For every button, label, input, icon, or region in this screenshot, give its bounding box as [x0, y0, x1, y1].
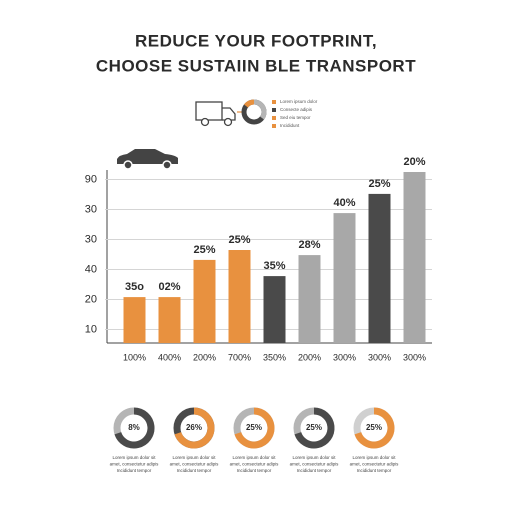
truck-icon: [195, 101, 236, 127]
donut-caption: Lorem ipsum dolor sit: [172, 455, 216, 460]
bar-annotation: 02%: [158, 281, 180, 293]
y-tick-label: 30: [85, 203, 97, 215]
bar-annotation: 28%: [298, 239, 320, 251]
bar: [228, 250, 251, 343]
donut-label: 26%: [186, 423, 202, 432]
bar-annotation: 25%: [228, 234, 250, 246]
donut-arc: [114, 407, 155, 449]
car-wheel: [123, 160, 133, 170]
bar: [263, 276, 286, 343]
bar-annotation: 25%: [193, 244, 215, 256]
bar-annotation: 20%: [403, 156, 425, 168]
legend-swatch: [272, 100, 276, 104]
donut-caption: amet, consectetur adipis: [230, 462, 280, 467]
donut-caption: Incididunt tempor: [297, 468, 332, 473]
x-tick-label: 200%: [298, 352, 321, 362]
donut-arc: [354, 407, 395, 449]
car-icon: [117, 149, 178, 164]
bar: [158, 297, 181, 343]
donut-label: 25%: [246, 423, 262, 432]
legend-donut: [241, 99, 267, 125]
donut-arc: [174, 407, 215, 449]
donut-label: 8%: [128, 423, 140, 432]
legend-label: Incididunt: [280, 123, 300, 128]
title-line: CHOOSE SUSTAIIN BLE TRANSPORT: [96, 56, 416, 75]
y-tick-label: 40: [85, 263, 97, 275]
y-tick-label: 20: [85, 293, 97, 305]
donut-caption: amet, consectetur adipis: [290, 462, 340, 467]
donut-arc: [234, 407, 275, 449]
bar: [333, 213, 356, 343]
donut-caption: Lorem ipsum dolor sit: [112, 455, 156, 460]
x-tick-label: 300%: [333, 352, 356, 362]
donut-caption: amet, consectetur adipis: [110, 462, 160, 467]
y-tick-label: 90: [85, 173, 97, 185]
donut-caption: Lorem ipsum dolor sit: [292, 455, 336, 460]
donut-caption: amet, consectetur adipis: [170, 462, 220, 467]
donut-caption: Lorem ipsum dolor sit: [352, 455, 396, 460]
x-tick-label: 300%: [368, 352, 391, 362]
donut-caption: Incididunt tempor: [237, 468, 272, 473]
legend-swatch: [272, 116, 276, 120]
bar: [298, 255, 321, 343]
bar-annotation: 40%: [333, 197, 355, 209]
bar: [193, 259, 216, 343]
bar: [403, 172, 426, 343]
x-tick-label: 200%: [193, 352, 216, 362]
donut-arc: [294, 407, 335, 449]
bar-annotation: 25%: [368, 178, 390, 190]
donut-caption: Lorem ipsum dolor sit: [232, 455, 276, 460]
legend-label: Sed eiu tempor: [280, 115, 311, 120]
bar: [368, 193, 391, 343]
legend-label: Consecte adipis: [280, 107, 313, 112]
donut-caption: Incididunt tempor: [357, 468, 392, 473]
donut-caption: amet, consectetur adipis: [350, 462, 400, 467]
x-tick-label: 400%: [158, 352, 181, 362]
donut-caption: Incididunt tempor: [177, 468, 212, 473]
donut-label: 25%: [366, 423, 382, 432]
legend-label: Lorem ipsum dolor: [280, 99, 318, 104]
donut-label: 25%: [306, 423, 322, 432]
y-tick-label: 10: [85, 323, 97, 335]
legend-swatch: [272, 108, 276, 112]
x-tick-label: 100%: [123, 352, 146, 362]
x-tick-label: 350%: [263, 352, 286, 362]
y-tick-label: 30: [85, 233, 97, 245]
legend-swatch: [272, 124, 276, 128]
title-line: REDUCE YOUR FOOTPRINT,: [135, 31, 377, 50]
donut-caption: Incididunt tempor: [117, 468, 152, 473]
car-wheel: [162, 160, 172, 170]
x-tick-label: 700%: [228, 352, 251, 362]
bar: [123, 297, 146, 343]
x-tick-label: 300%: [403, 352, 426, 362]
bar-annotation: 35%: [263, 260, 285, 272]
bar-annotation: 35o: [125, 281, 144, 293]
